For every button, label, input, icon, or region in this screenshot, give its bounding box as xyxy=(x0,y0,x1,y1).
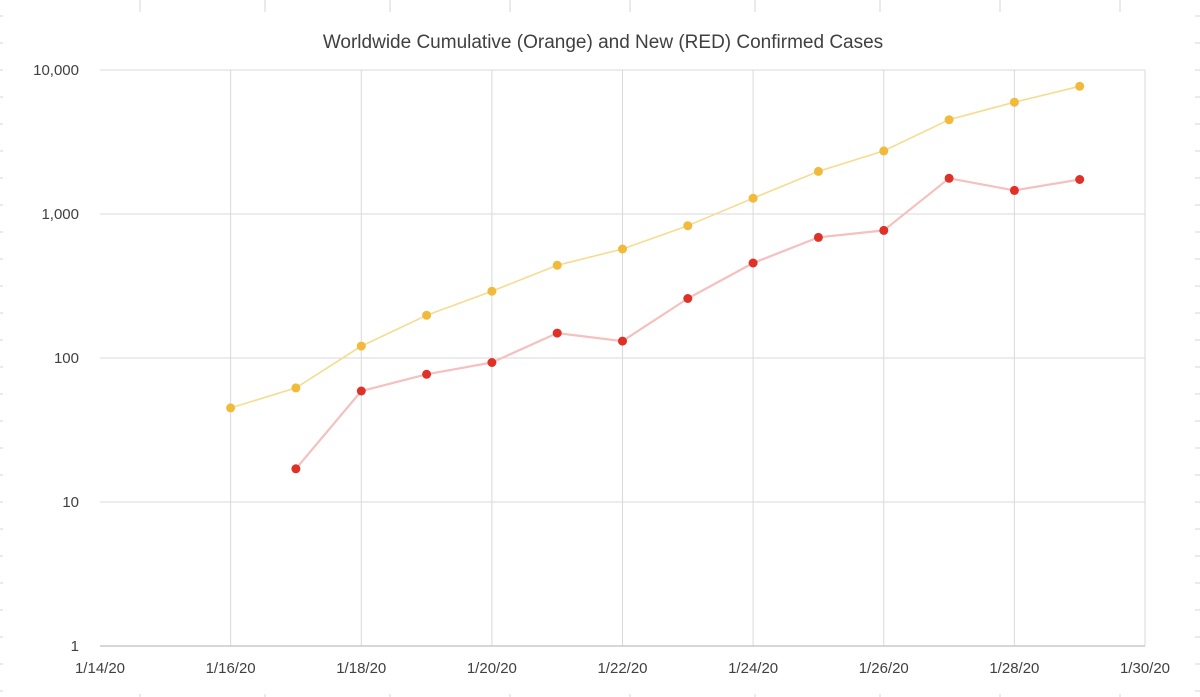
x-tick-label: 1/26/20 xyxy=(859,660,909,677)
series-1-point xyxy=(291,464,301,474)
series-1-point xyxy=(813,232,823,242)
series-0-point xyxy=(1075,81,1085,91)
x-tick-label: 1/18/20 xyxy=(336,660,386,677)
y-tick-label: 10 xyxy=(62,494,79,511)
series-1-point xyxy=(944,173,954,183)
series-1-point xyxy=(1009,185,1019,195)
series-0-point xyxy=(748,193,758,203)
x-tick-label: 1/22/20 xyxy=(597,660,647,677)
series-1-point xyxy=(1075,175,1085,184)
series-1-point xyxy=(683,294,693,303)
gridlines xyxy=(100,69,1146,646)
x-axis-tick-labels: 1/14/20 1/16/20 1/18/20 1/20/20 1/22/20 1/24/… xyxy=(75,660,1170,677)
series-0-point xyxy=(1009,97,1019,107)
series-0 xyxy=(226,81,1085,413)
series-layer xyxy=(226,81,1085,474)
series-0-point xyxy=(487,286,497,296)
series-1 xyxy=(291,173,1085,474)
y-tick-label: 10,000 xyxy=(33,62,79,79)
x-tick-label: 1/28/20 xyxy=(989,660,1039,677)
series-0-line xyxy=(230,85,1080,409)
x-tick-label: 1/24/20 xyxy=(728,660,778,677)
series-0-point xyxy=(813,166,823,176)
y-axis-tick-labels: 1 10 100 1,000 10,000 xyxy=(33,62,79,655)
series-1-point xyxy=(422,369,432,379)
series-0-point xyxy=(618,244,627,254)
series-0-point xyxy=(683,221,693,231)
series-1-point xyxy=(487,358,497,367)
series-1-point xyxy=(552,328,562,338)
series-0-point xyxy=(879,146,889,156)
x-tick-label: 1/16/20 xyxy=(206,660,256,677)
chart-title: Worldwide Cumulative (Orange) and New (R… xyxy=(323,32,883,53)
series-1-point xyxy=(618,336,627,346)
y-tick-label: 1 xyxy=(71,638,79,655)
x-tick-label: 1/30/20 xyxy=(1120,660,1170,677)
series-0-point xyxy=(422,310,432,320)
chart-area xyxy=(3,12,1195,694)
series-0-point xyxy=(291,383,301,393)
series-1-point xyxy=(879,225,889,235)
series-0-point xyxy=(356,341,366,351)
series-0-point xyxy=(226,403,236,413)
x-tick-label: 1/14/20 xyxy=(75,660,125,677)
series-1-point xyxy=(356,386,366,396)
series-1-point xyxy=(748,258,758,268)
x-tick-label: 1/20/20 xyxy=(467,660,517,677)
y-tick-label: 1,000 xyxy=(41,206,79,223)
series-0-point xyxy=(552,260,562,270)
y-tick-label: 100 xyxy=(54,350,79,367)
series-0-point xyxy=(944,115,954,125)
